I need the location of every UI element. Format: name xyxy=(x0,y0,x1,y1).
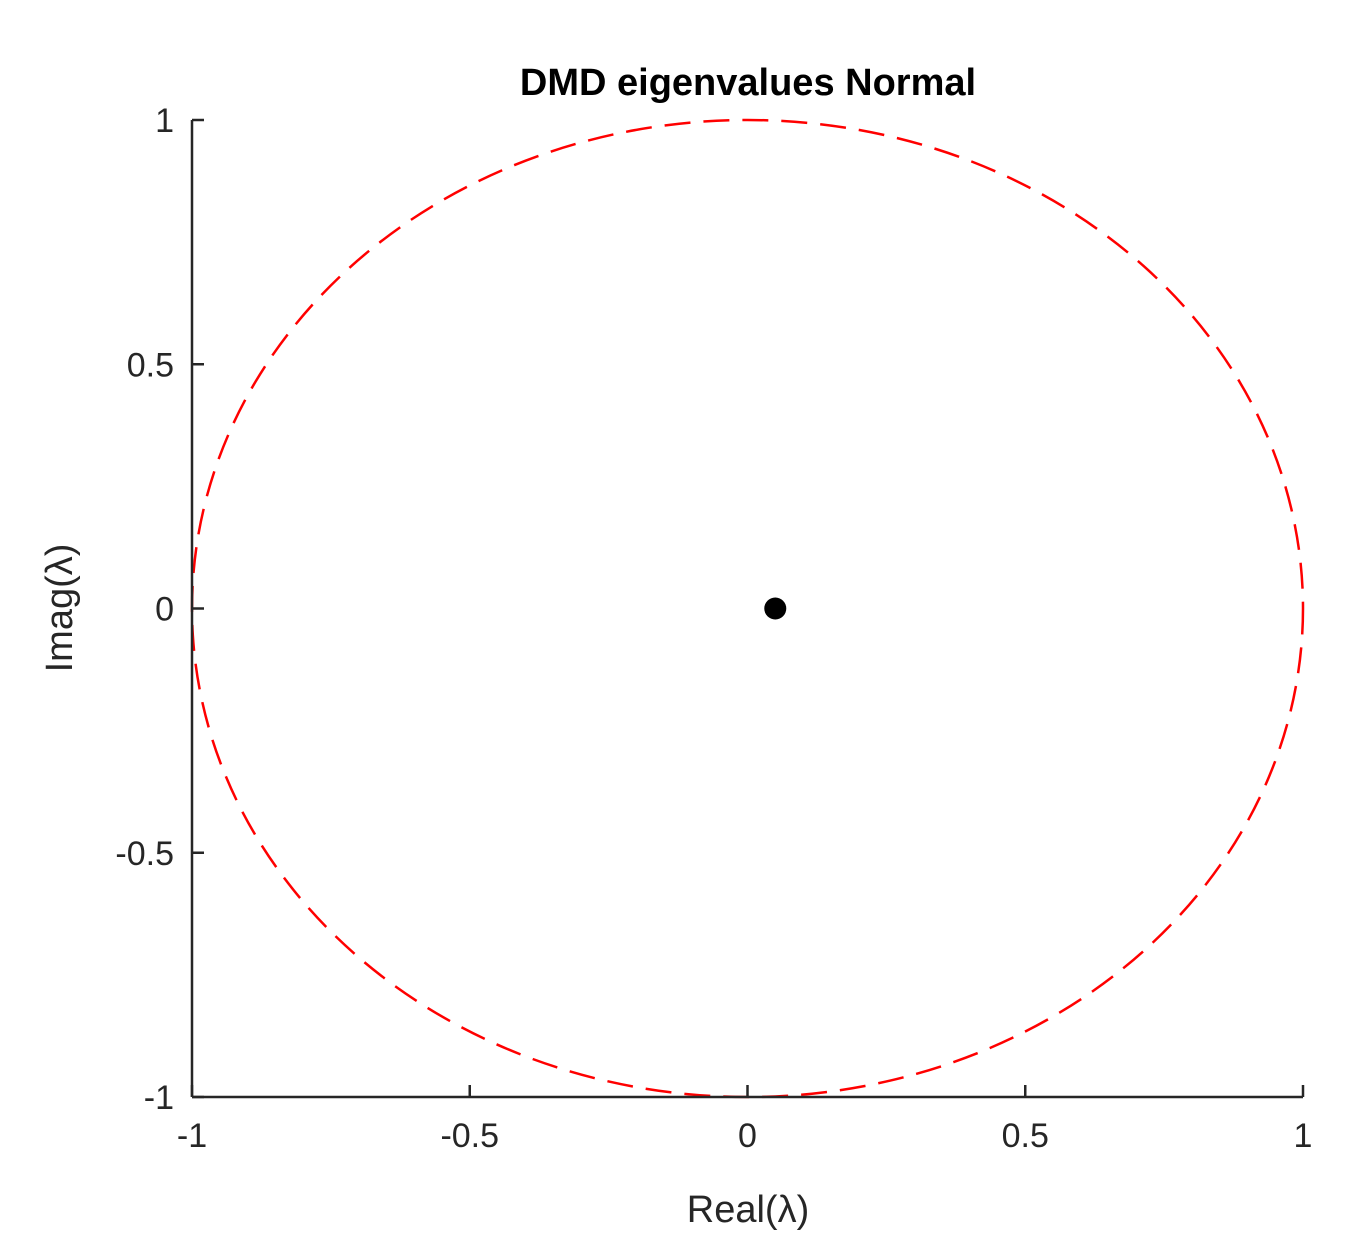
eigenvalue-point xyxy=(764,597,787,620)
unit-circle-line xyxy=(190,118,1305,1099)
x-axis-ticks: -1 -0.5 0 0.5 1 xyxy=(177,1085,1313,1155)
y-tick-label: 1 xyxy=(155,102,174,140)
y-tick-label: -0.5 xyxy=(115,835,174,873)
x-tick-label: 0.5 xyxy=(1002,1117,1049,1155)
y-tick-label: 0.5 xyxy=(127,346,174,384)
x-axis-label: Real(λ) xyxy=(687,1189,809,1231)
chart-title: DMD eigenvalues Normal xyxy=(520,62,976,104)
x-tick-label: -1 xyxy=(177,1117,207,1155)
x-tick-label: 0 xyxy=(738,1117,757,1155)
plot-area xyxy=(190,118,1305,1099)
y-axis-ticks: -1 -0.5 0 0.5 1 xyxy=(115,102,204,1117)
y-tick-label: 0 xyxy=(155,591,174,629)
x-tick-label: -0.5 xyxy=(440,1117,499,1155)
y-tick-label: -1 xyxy=(144,1079,174,1117)
x-tick-label: 1 xyxy=(1294,1117,1313,1155)
y-axis-label: Imag(λ) xyxy=(39,544,81,673)
